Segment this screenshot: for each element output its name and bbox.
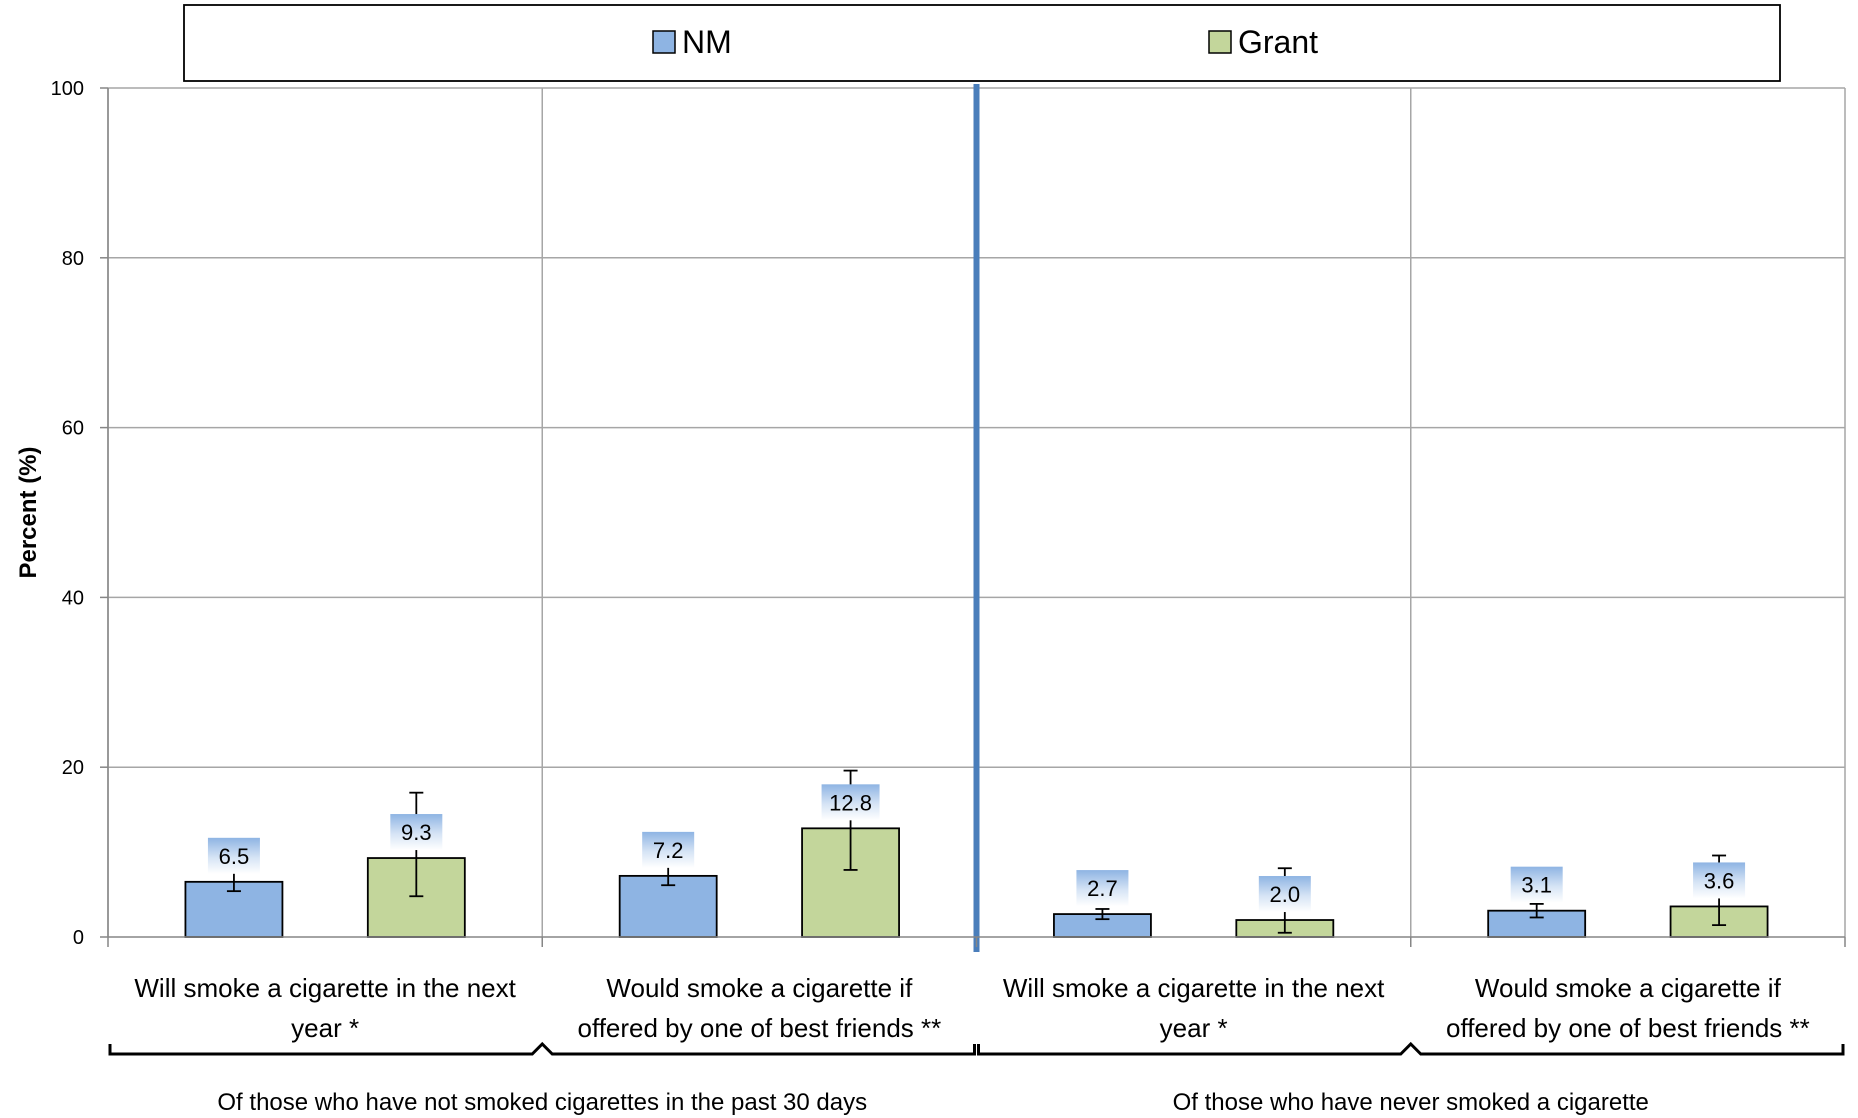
- category-label: Will smoke a cigarette in the next: [134, 973, 516, 1003]
- data-label: 12.8: [829, 790, 872, 815]
- legend-swatch-grant: [1208, 30, 1232, 54]
- legend-label-nm: NM: [682, 24, 732, 60]
- data-label-box: [390, 814, 443, 851]
- y-tick-label: 0: [73, 927, 84, 949]
- y-tick-label: 100: [51, 78, 84, 100]
- data-label-box: [642, 831, 695, 868]
- category-label: year *: [1160, 1013, 1228, 1043]
- category-label: Would smoke a cigarette if: [1475, 973, 1782, 1003]
- labels: 0 20 40 60 80 100 Percent (%) 6.5 7.2 2.7 3.1 9.3 12…: [15, 78, 1810, 1116]
- data-label: 9.3: [401, 820, 432, 845]
- legend-label-grant: Grant: [1238, 24, 1318, 60]
- y-tick-label: 40: [62, 587, 84, 609]
- group-bracket: [108, 1041, 976, 1056]
- legend-box: [183, 4, 1781, 82]
- axes: [100, 87, 1846, 1056]
- data-label: 3.1: [1521, 873, 1552, 898]
- category-label: Would smoke a cigarette if: [606, 973, 913, 1003]
- data-label-box: [1076, 870, 1129, 907]
- data-label: 2.0: [1270, 882, 1301, 907]
- data-label: 6.5: [219, 844, 250, 869]
- y-axis-label: Percent (%): [15, 446, 42, 578]
- group-label: Of those who have never smoked a cigaret…: [1173, 1089, 1649, 1116]
- category-label: offered by one of best friends **: [1446, 1013, 1810, 1043]
- data-label-box: [207, 837, 260, 874]
- category-label: year *: [291, 1013, 359, 1043]
- y-tick-label: 80: [62, 248, 84, 270]
- data-label-box: [1258, 876, 1311, 913]
- plot-area: [184, 84, 1769, 952]
- group-bracket: [977, 1041, 1845, 1056]
- group-label: Of those who have not smoked cigarettes …: [217, 1089, 867, 1116]
- y-tick-label: 60: [62, 418, 84, 440]
- data-label: 7.2: [653, 838, 684, 863]
- legend: NM Grant: [183, 4, 1781, 82]
- data-label-box: [1510, 866, 1563, 903]
- data-label-box: [1693, 862, 1746, 899]
- data-label: 3.6: [1704, 868, 1735, 893]
- category-label: offered by one of best friends **: [577, 1013, 941, 1043]
- data-label-box: [821, 784, 880, 821]
- legend-swatch-nm: [652, 30, 676, 54]
- data-label: 2.7: [1087, 876, 1118, 901]
- y-tick-label: 20: [62, 757, 84, 779]
- category-label: Will smoke a cigarette in the next: [1003, 973, 1385, 1003]
